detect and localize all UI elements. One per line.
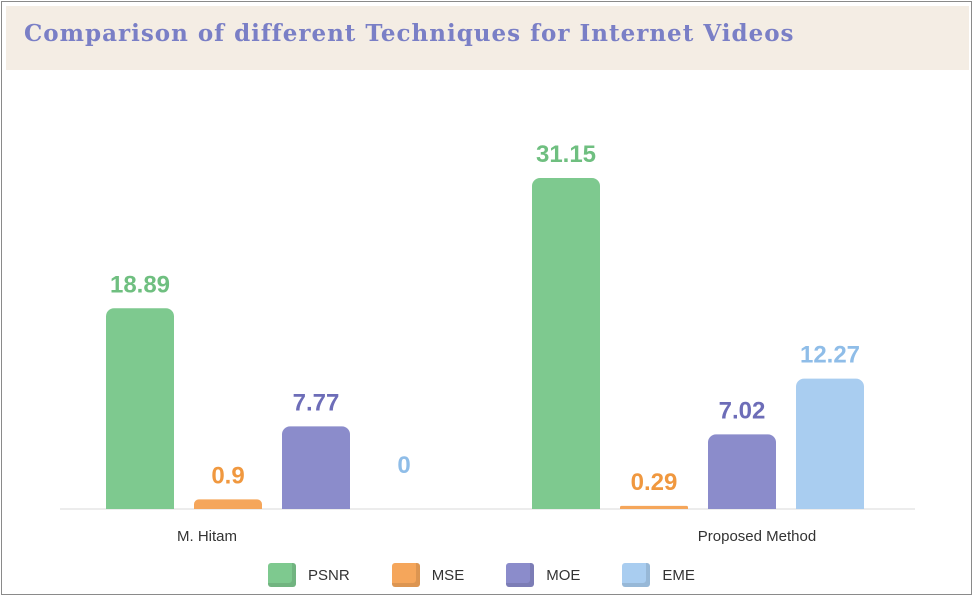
title-band: Comparison of different Techniques for I… bbox=[6, 6, 969, 70]
chart-legend: PSNR MSE MOE EME bbox=[268, 563, 737, 587]
bar-base-psnr-0 bbox=[106, 501, 174, 509]
legend-swatch-psnr bbox=[268, 563, 296, 587]
bar-base-psnr-1 bbox=[532, 501, 600, 509]
legend-swatch-eme bbox=[622, 563, 651, 587]
data-label-psnr-0: 18.89 bbox=[110, 271, 170, 298]
legend-swatch-mse bbox=[391, 563, 420, 587]
data-label-moe-1: 7.02 bbox=[719, 397, 766, 424]
bar-moe-0 bbox=[282, 426, 350, 509]
legend-item-mse: MSE bbox=[391, 563, 465, 587]
data-label-mse-0: 0.9 bbox=[211, 462, 244, 489]
legend-item-psnr: PSNR bbox=[268, 563, 350, 587]
data-label-mse-1: 0.29 bbox=[631, 469, 678, 496]
legend-item-moe: MOE bbox=[506, 563, 580, 587]
legend-item-eme: EME bbox=[622, 563, 695, 587]
bar-eme-1 bbox=[796, 378, 864, 509]
bar-psnr-1 bbox=[532, 178, 600, 509]
bar-base-eme-1 bbox=[796, 501, 864, 509]
category-label-0: M. Hitam bbox=[177, 528, 237, 545]
bar-moe-1 bbox=[708, 434, 776, 509]
bar-base-moe-0 bbox=[282, 501, 350, 509]
bar-base-mse-0 bbox=[194, 504, 262, 509]
legend-swatch-moe bbox=[506, 563, 535, 587]
legend-label-moe: MOE bbox=[546, 566, 581, 584]
category-label-1: Proposed Method bbox=[698, 528, 816, 545]
data-label-eme-1: 12.27 bbox=[800, 342, 860, 369]
data-label-eme-0: 0 bbox=[397, 452, 410, 479]
data-label-moe-0: 7.77 bbox=[293, 389, 340, 416]
legend-label-mse: MSE bbox=[431, 566, 465, 584]
legend-label-eme: EME bbox=[662, 566, 695, 584]
bar-base-moe-1 bbox=[708, 501, 776, 509]
bar-psnr-0 bbox=[106, 308, 174, 509]
legend-label-psnr: PSNR bbox=[308, 566, 350, 584]
bar-base-mse-1 bbox=[620, 507, 688, 509]
chart-title: Comparison of different Techniques for I… bbox=[24, 20, 795, 47]
data-label-psnr-1: 31.15 bbox=[536, 141, 596, 168]
